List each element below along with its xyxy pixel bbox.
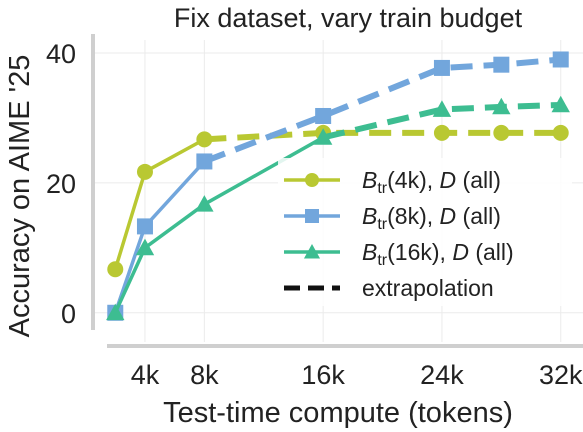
series-1 xyxy=(107,124,569,278)
y-tick-labels: 0 20 40 xyxy=(46,39,76,329)
data-point xyxy=(551,95,570,113)
legend: extrapolation Btr(4k), D (all) Btr(8k), D… xyxy=(278,158,572,306)
series-3 xyxy=(106,95,570,321)
y-tick-label: 40 xyxy=(46,39,76,69)
legend-swatch-marker xyxy=(305,173,319,187)
data-point xyxy=(196,153,213,170)
legend-extrapolation-label: extrapolation xyxy=(362,275,494,301)
data-point xyxy=(493,56,510,73)
legend-label: Btr(4k), D (all) xyxy=(362,167,501,197)
data-point xyxy=(552,51,569,68)
legend-swatch-marker xyxy=(305,209,319,223)
x-tick-label: 16k xyxy=(301,360,345,390)
legend-entry-1: Btr(4k), D (all) xyxy=(284,167,501,197)
series-extrapolation-line xyxy=(203,56,561,165)
data-point xyxy=(315,107,332,124)
data-point xyxy=(433,124,450,141)
data-point xyxy=(136,163,153,180)
legend-label: Btr(16k), D (all) xyxy=(362,239,514,269)
x-tick-label: 8k xyxy=(190,360,219,390)
series-solid-line xyxy=(113,135,325,314)
data-point xyxy=(492,97,511,115)
axes xyxy=(91,34,583,348)
legend-swatch-marker xyxy=(303,243,321,259)
data-point xyxy=(552,124,569,141)
data-point xyxy=(136,218,153,235)
data-point xyxy=(106,303,125,321)
y-axis-label: Accuracy on AIME '25 xyxy=(4,55,36,338)
y-tick-label: 0 xyxy=(61,299,76,329)
legend-label: Btr(8k), D (all) xyxy=(362,203,501,233)
data-point xyxy=(107,261,124,278)
legend-entry-extrapolation: extrapolation xyxy=(284,275,494,301)
legend-frame xyxy=(278,158,572,306)
chart-title: Fix dataset, vary train budget xyxy=(174,3,523,33)
series-2 xyxy=(107,51,569,321)
data-point xyxy=(196,131,213,148)
series-solid-line xyxy=(113,137,206,270)
x-tick-label: 32k xyxy=(539,360,583,390)
legend-entry-2: Btr(8k), D (all) xyxy=(284,203,501,233)
x-tick-label: 24k xyxy=(420,360,464,390)
data-point xyxy=(493,124,510,141)
series-extrapolation-line xyxy=(322,101,561,141)
x-tick-labels: 4k 8k 16k 24k 32k xyxy=(131,360,583,390)
data-point xyxy=(313,128,333,145)
legend-entry-3: Btr(16k), D (all) xyxy=(284,239,514,269)
data-point xyxy=(432,100,452,117)
data-point xyxy=(433,59,450,76)
x-axis-label: Test-time compute (tokens) xyxy=(163,397,513,429)
series-lines xyxy=(106,51,570,321)
x-tick-label: 4k xyxy=(131,360,160,390)
data-point xyxy=(135,238,155,256)
data-point xyxy=(195,195,214,212)
y-tick-label: 20 xyxy=(46,169,76,199)
